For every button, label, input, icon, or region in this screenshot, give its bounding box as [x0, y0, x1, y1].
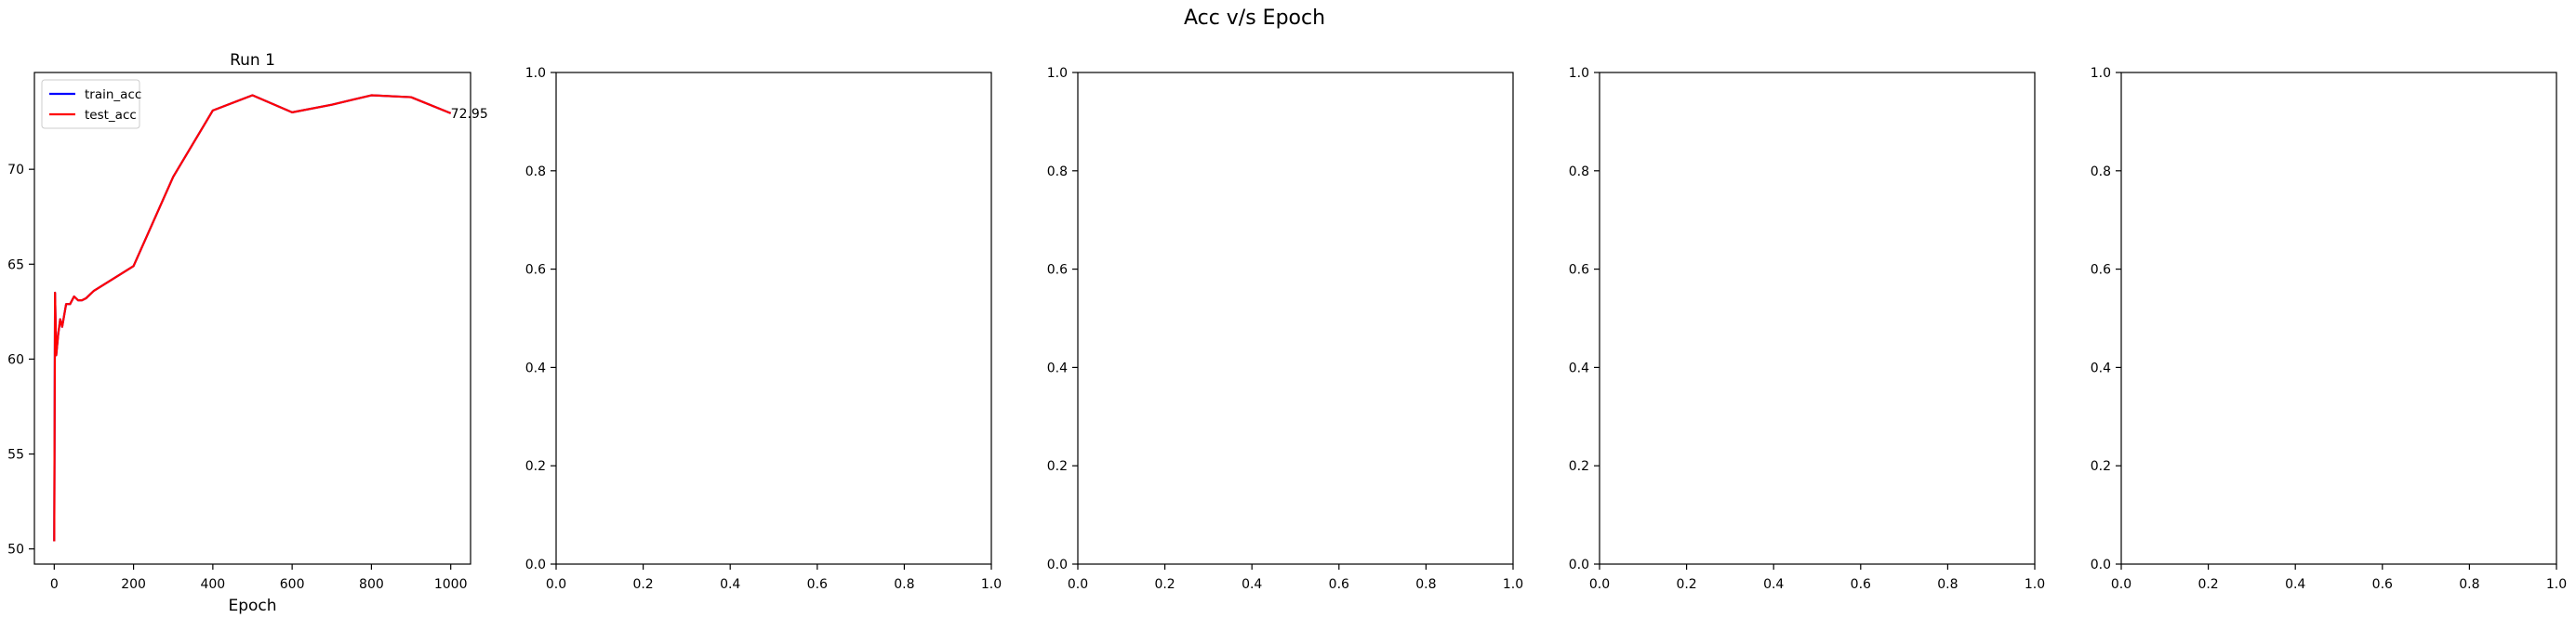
x-tick-label: 0.6 — [1329, 577, 1349, 592]
x-tick-label: 800 — [359, 577, 384, 592]
x-tick-label: 0.4 — [1763, 577, 1784, 592]
axes-title: Run 1 — [230, 51, 275, 70]
axes-panel-4: 0.0 0.2 0.4 0.6 0.8 1.0 0.0 0.2 0.4 0.6 0.8 1.0 — [1569, 66, 2045, 592]
axes-frame — [33, 72, 471, 565]
y-tick-label: 0.2 — [525, 459, 546, 474]
y-tick-label: 0.6 — [525, 263, 546, 278]
x-tick-label: 0.0 — [1068, 577, 1088, 592]
x-tick-label: 0.2 — [1154, 577, 1175, 592]
x-tick-label: 1.0 — [2025, 577, 2045, 592]
axes-panel-2: 0.0 0.2 0.4 0.6 0.8 1.0 0.0 0.2 0.4 0.6 0.8 1.0 — [525, 66, 1002, 592]
x-tick-label: 0.2 — [632, 577, 653, 592]
y-tick-label: 65 — [7, 257, 24, 272]
x-tick-label: 0.0 — [546, 577, 566, 592]
y-tick-label: 0.8 — [1569, 164, 1589, 179]
x-tick-label: 200 — [121, 577, 146, 592]
x-tick-label: 1000 — [434, 577, 468, 592]
x-tick-label: 600 — [280, 577, 305, 592]
legend-label-train_acc: train_acc — [85, 87, 141, 102]
y-tick-label: 0.4 — [1569, 361, 1589, 375]
y-tick-label: 1.0 — [1047, 66, 1068, 81]
y-tick-label: 1.0 — [1569, 66, 1589, 81]
y-tick-label: 0.0 — [1047, 558, 1068, 572]
y-tick-label: 0.8 — [2091, 164, 2111, 179]
y-tick-label: 0.6 — [1047, 263, 1068, 278]
x-tick-label: 1.0 — [2546, 577, 2567, 592]
y-tick-label: 70 — [7, 163, 24, 178]
x-tick-label: 1.0 — [1503, 577, 1523, 592]
x-tick-label: 0.8 — [2459, 577, 2479, 592]
y-tick-label: 0.4 — [1047, 361, 1068, 375]
x-axis-label: Epoch — [228, 597, 276, 615]
x-tick-label: 400 — [200, 577, 225, 592]
y-tick-label: 0.4 — [2091, 361, 2111, 375]
legend-box — [41, 79, 140, 129]
x-tick-label: 0.2 — [2198, 577, 2218, 592]
axes-panel-3: 0.0 0.2 0.4 0.6 0.8 1.0 0.0 0.2 0.4 0.6 0.8 1.0 — [1047, 66, 1523, 592]
x-tick-label: 0.6 — [2372, 577, 2393, 592]
series-line-test_acc — [53, 94, 452, 542]
y-tick-label: 1.0 — [525, 66, 546, 81]
axes-panel-1: 0 200 400 600 800 1000 50 55 60 65 70 72.95 Run 1 Epo… — [7, 51, 488, 615]
y-tick-label: 0.8 — [1047, 164, 1068, 179]
axes-frame — [555, 72, 992, 565]
y-tick-label: 0.2 — [1047, 459, 1068, 474]
x-tick-label: 0.8 — [894, 577, 914, 592]
y-tick-label: 55 — [7, 448, 24, 463]
x-tick-label: 1.0 — [981, 577, 1002, 592]
axes-frame — [1599, 72, 2036, 565]
axes-frame — [2120, 72, 2557, 565]
series-line-train_acc — [53, 94, 452, 542]
y-tick-label: 0.0 — [525, 558, 546, 572]
x-tick-label: 0.4 — [1242, 577, 1262, 592]
y-tick-label: 0.8 — [525, 164, 546, 179]
x-tick-label: 0.8 — [1937, 577, 1958, 592]
y-tick-label: 0.0 — [2091, 558, 2111, 572]
final-value-label: 72.95 — [451, 107, 488, 122]
y-tick-label: 0.4 — [525, 361, 546, 375]
y-tick-label: 0.6 — [2091, 263, 2111, 278]
x-tick-label: 0.0 — [1589, 577, 1610, 592]
legend: train_acc test_acc — [41, 79, 141, 129]
y-tick-label: 0.2 — [2091, 459, 2111, 474]
axes-panel-5: 0.0 0.2 0.4 0.6 0.8 1.0 0.0 0.2 0.4 0.6 0.8 1.0 — [2091, 66, 2567, 592]
figure-suptitle: Acc v/s Epoch — [1184, 7, 1325, 30]
x-tick-label: 0.2 — [1676, 577, 1696, 592]
x-tick-label: 0.6 — [807, 577, 828, 592]
x-tick-label: 0.6 — [1851, 577, 1871, 592]
y-tick-label: 0.6 — [1569, 263, 1589, 278]
x-tick-label: 0.0 — [2111, 577, 2131, 592]
y-tick-label: 0.2 — [1569, 459, 1589, 474]
x-tick-label: 0.8 — [1415, 577, 1436, 592]
y-tick-label: 1.0 — [2091, 66, 2111, 81]
y-tick-label: 50 — [7, 543, 24, 558]
y-tick-label: 0.0 — [1569, 558, 1589, 572]
x-tick-label: 0.4 — [720, 577, 740, 592]
x-tick-label: 0 — [50, 577, 59, 592]
x-tick-label: 0.4 — [2285, 577, 2305, 592]
axes-frame — [1077, 72, 1514, 565]
legend-label-test_acc: test_acc — [85, 108, 137, 123]
y-tick-label: 60 — [7, 352, 24, 367]
